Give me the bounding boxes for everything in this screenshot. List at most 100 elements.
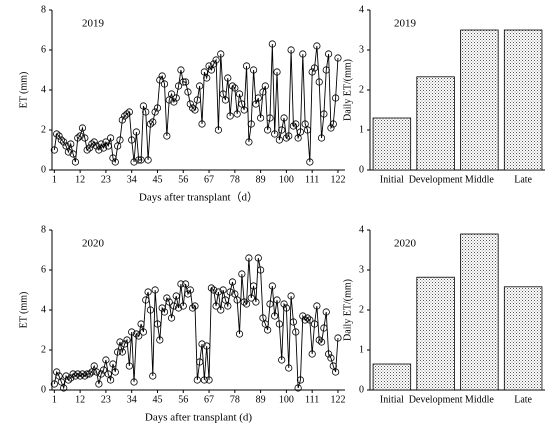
- y-axis-label: ET (mm): [18, 72, 29, 109]
- marker: [128, 136, 136, 144]
- marker: [69, 370, 77, 378]
- marker: [245, 254, 253, 262]
- marker: [182, 78, 190, 86]
- marker: [193, 376, 201, 384]
- marker: [123, 336, 131, 344]
- marker: [92, 142, 101, 150]
- x-tick-label: 100: [279, 174, 294, 185]
- marker: [322, 308, 330, 316]
- marker: [130, 378, 138, 386]
- marker: [332, 368, 340, 376]
- marker: [245, 138, 253, 146]
- marker: [254, 254, 262, 262]
- y-tick-label: 6: [41, 264, 46, 275]
- marker: [62, 372, 70, 380]
- marker: [334, 334, 342, 342]
- marker: [62, 142, 70, 150]
- marker: [118, 116, 126, 124]
- marker: [144, 288, 152, 296]
- marker: [71, 372, 80, 380]
- marker: [67, 374, 75, 382]
- marker: [254, 94, 262, 102]
- marker: [142, 296, 150, 304]
- marker: [198, 120, 206, 128]
- marker: [275, 136, 283, 144]
- marker: [203, 342, 211, 350]
- y-tick-label: 4: [359, 224, 364, 235]
- marker: [231, 84, 239, 92]
- marker: [205, 376, 213, 384]
- marker: [76, 372, 84, 380]
- marker: [88, 368, 96, 376]
- marker: [324, 50, 333, 58]
- marker: [301, 316, 309, 324]
- marker: [266, 300, 274, 308]
- y-axis-label: Daily ET/(mm): [342, 59, 353, 121]
- marker: [322, 66, 330, 74]
- marker: [78, 124, 87, 132]
- marker: [191, 302, 199, 310]
- marker: [249, 282, 258, 290]
- marker: [264, 326, 272, 334]
- marker: [228, 278, 237, 286]
- marker: [85, 370, 94, 378]
- marker: [50, 380, 58, 388]
- marker: [261, 320, 269, 328]
- marker: [156, 76, 164, 84]
- marker: [99, 144, 108, 152]
- marker: [137, 320, 145, 328]
- marker: [252, 298, 260, 306]
- marker: [329, 362, 337, 370]
- y-tick-label: 8: [41, 224, 46, 235]
- y-tick-label: 1: [359, 124, 364, 135]
- marker: [81, 372, 89, 380]
- x-tick-label: 56: [178, 174, 188, 185]
- bar: [503, 286, 543, 391]
- y-tick-label: 8: [41, 4, 46, 15]
- marker: [69, 150, 77, 158]
- marker: [303, 126, 312, 134]
- marker: [109, 360, 117, 368]
- marker: [71, 158, 80, 166]
- marker: [189, 304, 197, 312]
- marker: [308, 350, 316, 358]
- bar: [416, 276, 455, 391]
- marker: [235, 330, 244, 338]
- y-tick-label: 6: [41, 44, 46, 55]
- marker: [174, 82, 183, 90]
- marker: [107, 134, 115, 142]
- x-tick-label: 34: [127, 394, 137, 405]
- marker: [151, 286, 159, 294]
- marker: [74, 370, 82, 378]
- marker: [78, 370, 87, 378]
- marker: [320, 324, 328, 332]
- marker: [238, 270, 246, 278]
- marker: [146, 306, 155, 314]
- x-tick-label: 111: [305, 174, 319, 185]
- marker: [76, 132, 84, 140]
- line: [53, 43, 339, 164]
- marker: [50, 146, 58, 154]
- marker: [163, 132, 171, 140]
- marker: [137, 156, 145, 164]
- marker: [92, 368, 101, 376]
- marker: [313, 302, 321, 310]
- marker: [198, 340, 206, 348]
- marker: [210, 60, 218, 68]
- marker: [242, 62, 251, 70]
- x-tick-label: 23: [101, 394, 111, 405]
- x-tick-label: Development: [409, 174, 463, 185]
- marker: [289, 122, 298, 130]
- marker: [257, 266, 265, 274]
- x-tick-label: 1: [52, 394, 57, 405]
- marker: [139, 102, 148, 110]
- x-tick-label: 45: [152, 394, 162, 405]
- y-tick-label: 0: [41, 384, 46, 395]
- marker: [88, 140, 96, 148]
- marker: [296, 376, 305, 384]
- marker: [81, 134, 89, 142]
- marker: [97, 140, 105, 148]
- marker: [83, 370, 91, 378]
- x-tick-label: 111: [305, 394, 319, 405]
